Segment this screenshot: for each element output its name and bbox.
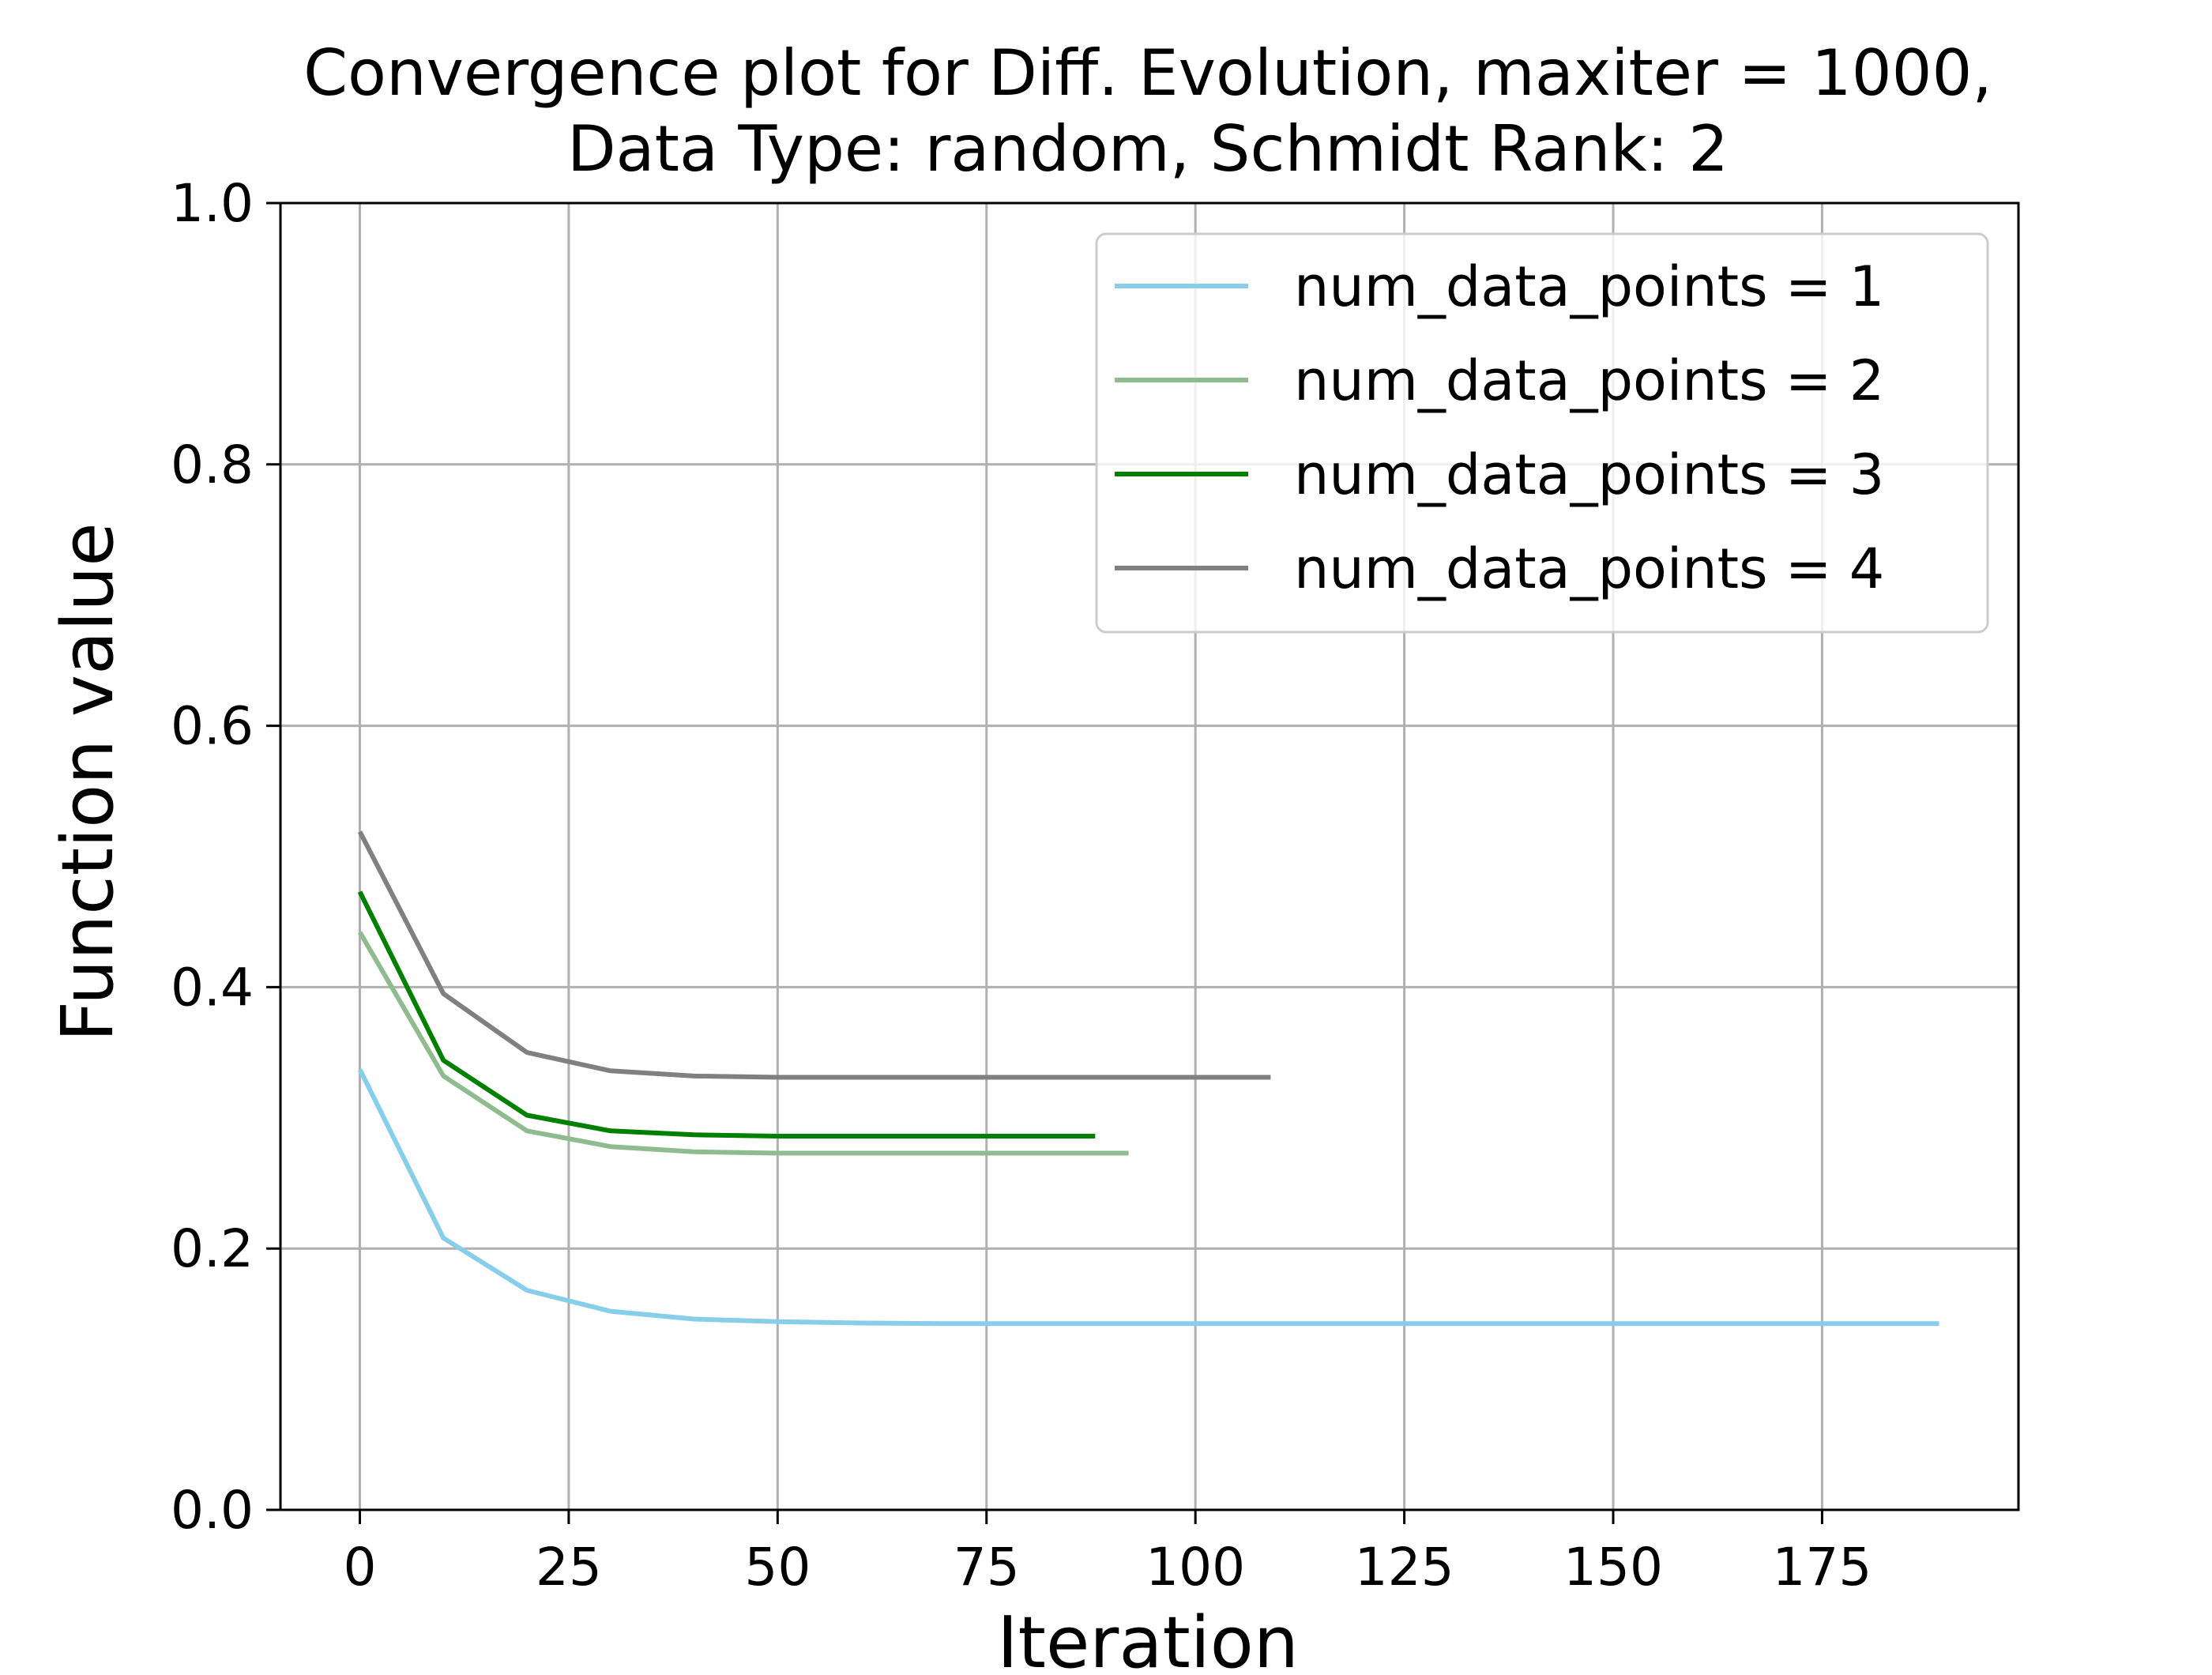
y-tick-label: 0.8 <box>171 435 254 495</box>
series-line-3 <box>357 890 1096 1139</box>
x-tick-label: 125 <box>1355 1537 1454 1598</box>
y-tick-label: 0.4 <box>171 957 254 1018</box>
x-tick-label: 150 <box>1563 1537 1663 1598</box>
legend: num_data_points = 1 num_data_points = 2 nu… <box>1095 232 1989 634</box>
series-lines <box>357 830 1939 1327</box>
x-tick-label: 75 <box>954 1537 1020 1598</box>
x-tick-label: 175 <box>1772 1537 1872 1598</box>
x-tick-label: 0 <box>343 1537 376 1598</box>
chart-title-line-2: Data Type: random, Schmidt Rank: 2 <box>567 112 1729 186</box>
x-tick-label: 100 <box>1146 1537 1245 1598</box>
x-tick-label: 25 <box>536 1537 602 1598</box>
y-tick-label: 1.0 <box>171 173 254 234</box>
chart-title-line-1: Convergence plot for Diff. Evolution, ma… <box>303 36 1992 110</box>
y-axis-label: Function value <box>47 522 130 1041</box>
series-line-2 <box>357 931 1129 1156</box>
legend-box <box>1095 232 1989 634</box>
legend-label-3: num_data_points = 3 <box>1294 442 1884 507</box>
x-tick-label: 50 <box>744 1537 811 1598</box>
legend-label-4: num_data_points = 4 <box>1294 536 1884 601</box>
legend-label-2: num_data_points = 2 <box>1294 348 1884 413</box>
y-tick-label: 0.6 <box>171 696 254 757</box>
y-tick-label: 0.0 <box>171 1480 254 1541</box>
series-line-1 <box>357 1068 1939 1327</box>
legend-label-1: num_data_points = 1 <box>1294 254 1884 319</box>
ticks: 0 25 50 75 100 125 150 175 0.0 0.2 0.4 0.6 0.8 1.0 <box>171 173 1872 1598</box>
plot-frame <box>279 201 2020 1511</box>
x-axis-label: Iteration <box>997 1602 1299 1675</box>
y-tick-label: 0.2 <box>171 1218 254 1279</box>
series-line-4 <box>357 830 1271 1080</box>
